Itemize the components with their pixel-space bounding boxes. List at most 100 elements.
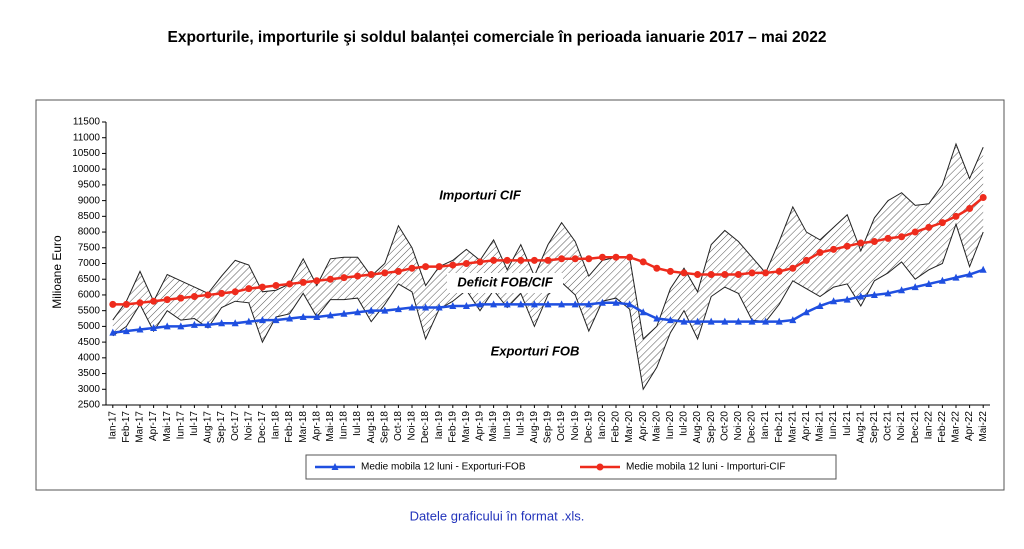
- point: [476, 300, 484, 308]
- y-tick-label: 8500: [78, 211, 101, 222]
- x-tick-label: Mai-21: [815, 411, 826, 442]
- point: [857, 239, 865, 247]
- point: [299, 312, 307, 320]
- x-tick-label: Ian-21: [760, 411, 771, 440]
- point: [748, 317, 756, 325]
- point: [694, 317, 702, 325]
- x-tick-label: Mai-18: [325, 411, 336, 442]
- point: [503, 256, 511, 264]
- point: [571, 300, 579, 308]
- y-tick-label: 3500: [78, 368, 101, 379]
- data-link[interactable]: Datele graficului în format .xls.: [410, 508, 585, 523]
- point: [884, 234, 892, 242]
- point: [830, 297, 838, 305]
- point: [354, 308, 362, 316]
- point: [802, 308, 810, 316]
- point: [707, 271, 715, 279]
- point: [911, 228, 919, 236]
- point: [435, 303, 443, 311]
- x-tick-label: Sep-17: [216, 411, 227, 444]
- y-tick-label: 2500: [78, 400, 101, 411]
- x-tick-label: Iul-17: [189, 411, 200, 436]
- point: [109, 328, 117, 336]
- point: [938, 276, 946, 284]
- legend-label: Medie mobila 12 luni - Importuri-CIF: [626, 462, 786, 473]
- point: [381, 306, 389, 314]
- x-tick-label: Iun-17: [175, 411, 186, 440]
- point: [544, 300, 552, 308]
- point: [884, 289, 892, 297]
- annotation: Deficit FOB/CIF: [457, 274, 553, 289]
- annotation: Exporturi FOB: [491, 343, 580, 358]
- y-tick-label: 7000: [78, 258, 101, 269]
- point: [626, 300, 634, 308]
- point: [449, 301, 457, 309]
- point: [136, 325, 144, 333]
- point: [109, 300, 117, 308]
- x-tick-label: Iun-18: [339, 411, 350, 440]
- x-tick-label: Iun-19: [502, 411, 513, 440]
- y-tick-label: 11500: [73, 117, 101, 128]
- x-tick-label: Oct-18: [393, 411, 404, 441]
- point: [204, 320, 212, 328]
- point: [422, 263, 430, 271]
- x-tick-label: Oct-20: [719, 411, 730, 441]
- point: [843, 242, 851, 250]
- point: [612, 253, 620, 261]
- point: [462, 260, 470, 267]
- deficit-area: [112, 144, 984, 390]
- legend-label: Medie mobila 12 luni - Exporturi-FOB: [361, 462, 526, 473]
- point: [204, 291, 212, 299]
- y-tick-label: 4000: [78, 352, 101, 363]
- x-tick-label: Mai-17: [162, 411, 173, 442]
- point: [762, 317, 770, 325]
- x-tick-label: Sep-21: [869, 411, 880, 444]
- y-tick-label: 5500: [78, 305, 101, 316]
- point: [680, 317, 688, 325]
- point: [544, 256, 552, 264]
- x-tick-label: Aug-20: [692, 411, 703, 444]
- y-tick-label: 7500: [78, 242, 101, 253]
- point: [177, 294, 185, 302]
- x-tick-label: Noi-17: [243, 411, 254, 441]
- point: [612, 298, 620, 306]
- point: [231, 319, 239, 327]
- y-tick-label: 10500: [72, 148, 100, 159]
- point: [966, 270, 974, 278]
- point: [326, 311, 334, 319]
- point: [394, 305, 402, 313]
- point: [843, 295, 851, 303]
- x-tick-label: Noi-19: [570, 411, 581, 441]
- point: [272, 316, 280, 324]
- point: [517, 300, 525, 308]
- point: [775, 267, 783, 275]
- point: [680, 269, 688, 277]
- y-tick-label: 9000: [78, 195, 101, 206]
- point: [503, 300, 511, 308]
- point: [408, 303, 416, 311]
- point: [150, 323, 158, 331]
- x-tick-label: Iul-20: [679, 411, 690, 436]
- x-tick-label: Aug-17: [203, 411, 214, 444]
- x-tick-label: Dec-19: [583, 411, 594, 444]
- x-tick-label: Mar-20: [624, 411, 635, 443]
- x-tick-label: Mar-17: [135, 411, 146, 443]
- x-tick-label: Ian-18: [271, 411, 282, 440]
- x-tick-label: Apr-17: [148, 411, 159, 441]
- point: [598, 253, 606, 261]
- point: [245, 317, 253, 325]
- point: [286, 280, 294, 288]
- point: [136, 299, 144, 307]
- point: [938, 219, 946, 227]
- x-tick-label: Sep-20: [706, 411, 717, 444]
- x-tick-label: Feb-17: [121, 411, 132, 443]
- x-tick-label: Ian-22: [923, 411, 934, 440]
- y-tick-label: 9500: [78, 180, 101, 191]
- x-tick-label: Mar-19: [461, 411, 472, 443]
- x-tick-label: Oct-19: [556, 411, 567, 441]
- point: [857, 292, 865, 300]
- x-tick-label: Iul-19: [515, 411, 526, 436]
- point: [435, 263, 443, 271]
- y-tick-label: 10000: [72, 164, 100, 175]
- point: [490, 256, 498, 264]
